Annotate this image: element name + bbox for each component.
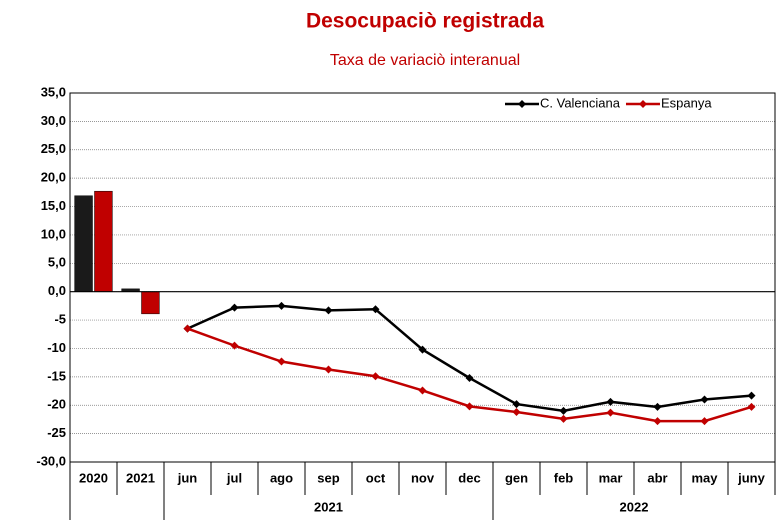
marker [653, 402, 662, 411]
y-tick-label: 15,0 [41, 198, 66, 213]
marker [324, 365, 333, 374]
y-tick-label: -15 [47, 368, 66, 383]
chart-subtitle: Taxa de variaciò interanual [330, 52, 520, 69]
chart-title: Desocupaciò registrada [306, 10, 544, 33]
y-tick-label: 35,0 [41, 84, 66, 99]
y-tick-label: 0,0 [48, 283, 66, 298]
x-tick-label: jul [226, 470, 242, 485]
y-tick-label: 20,0 [41, 170, 66, 185]
x-tick-label: nov [411, 470, 435, 485]
legend-marker [518, 100, 526, 108]
marker [465, 373, 474, 382]
marker [324, 306, 333, 315]
legend-marker [638, 100, 647, 108]
x-tick-label: 2021 [126, 470, 155, 485]
bar [141, 291, 160, 315]
marker [277, 301, 286, 310]
marker [512, 408, 521, 417]
x-tick-label: sep [317, 470, 339, 485]
marker [559, 414, 568, 423]
x-tick-label: abr [647, 470, 667, 485]
group-label: 2022 [620, 499, 649, 514]
y-tick-label: 25,0 [41, 141, 66, 156]
x-tick-label: gen [505, 470, 528, 485]
marker [371, 305, 380, 314]
marker [465, 402, 474, 411]
marker [512, 400, 521, 409]
legend-label: C. Valenciana [540, 95, 621, 110]
bar [74, 195, 93, 292]
marker [653, 417, 662, 426]
y-tick-label: -10 [47, 340, 66, 355]
marker [418, 386, 427, 395]
marker [559, 406, 568, 415]
marker [606, 408, 615, 417]
plot-border [69, 92, 776, 463]
x-tick-label: ago [270, 470, 293, 485]
marker [747, 402, 756, 411]
marker [183, 324, 192, 333]
x-tick-label: may [691, 470, 718, 485]
x-tick-label: juny [737, 470, 765, 485]
marker [277, 357, 286, 366]
x-tick-label: feb [554, 470, 574, 485]
marker [230, 303, 239, 312]
y-tick-label: -5 [54, 312, 66, 327]
x-tick-label: dec [458, 470, 480, 485]
bar [94, 190, 113, 292]
y-tick-label: 10,0 [41, 226, 66, 241]
group-label: 2021 [314, 499, 343, 514]
marker [418, 345, 427, 354]
y-tick-label: -25 [47, 425, 66, 440]
x-tick-label: 2020 [79, 470, 108, 485]
x-tick-label: mar [599, 470, 623, 485]
marker [230, 341, 239, 350]
marker [700, 417, 709, 426]
marker [747, 391, 756, 400]
marker [606, 397, 615, 406]
y-tick-label: -20 [47, 397, 66, 412]
y-tick-label: 30,0 [41, 113, 66, 128]
marker [371, 372, 380, 381]
y-tick-label: 5,0 [48, 255, 66, 270]
y-tick-label: -30,0 [36, 453, 66, 468]
x-tick-label: oct [366, 470, 386, 485]
legend-label: Espanya [661, 95, 712, 110]
x-tick-label: jun [177, 470, 198, 485]
marker [700, 395, 709, 404]
